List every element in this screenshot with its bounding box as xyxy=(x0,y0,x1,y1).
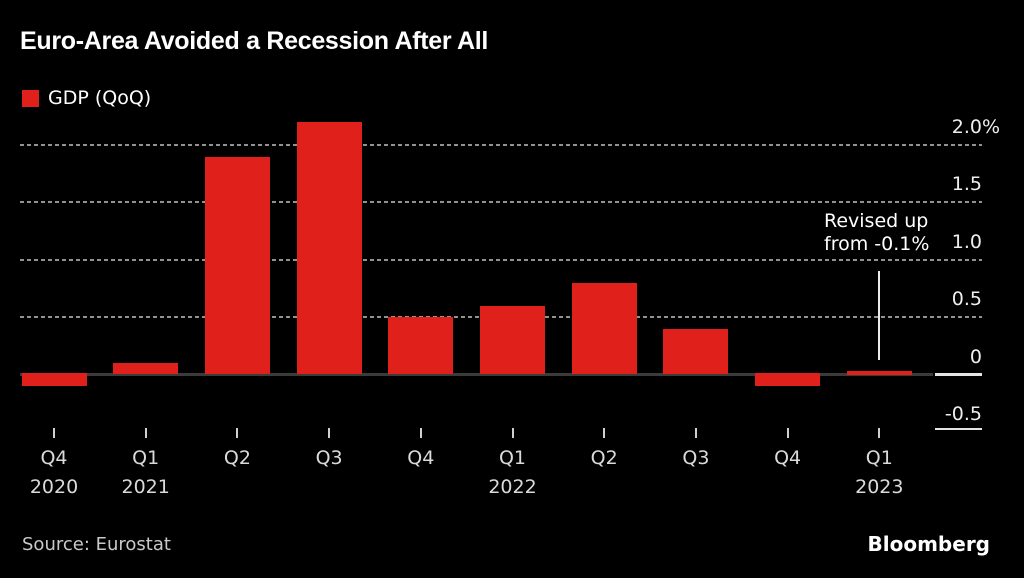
x-axis-tick-4 xyxy=(419,428,422,438)
x-axis-label-year-9: 2023 xyxy=(855,476,904,498)
annotation-line2: from -0.1% xyxy=(824,233,930,255)
x-axis-label-quarter-3: Q3 xyxy=(315,447,343,469)
chart-title: Euro-Area Avoided a Recession After All xyxy=(20,27,489,55)
bloomberg-logo: Bloomberg xyxy=(867,532,990,556)
x-axis-label-quarter-5: Q1 xyxy=(498,447,527,469)
x-axis-label-quarter-4: Q4 xyxy=(407,447,435,469)
x-axis-tick-9 xyxy=(878,428,881,438)
y-axis-unit: % xyxy=(982,116,1001,139)
y-axis-label-1.0: 1.0 xyxy=(951,230,982,253)
bar-q2-2022 xyxy=(571,282,637,375)
legend-swatch-icon xyxy=(22,89,39,107)
gridline-1 xyxy=(20,258,982,261)
x-axis-label-quarter-2: Q2 xyxy=(223,447,251,469)
x-axis-label-quarter-0: Q4 xyxy=(40,447,68,469)
annotation-line1: Revised up xyxy=(824,210,929,232)
y-axis-label-1.5: 1.5 xyxy=(951,173,982,196)
x-axis-label-year-0: 2020 xyxy=(29,476,79,498)
gridline-2 xyxy=(20,144,982,147)
bar-q4-2021 xyxy=(388,317,454,375)
y-axis-label-0.5: 0.5 xyxy=(951,288,982,311)
gridline-1.5 xyxy=(20,201,982,204)
bar-q1-2023 xyxy=(846,371,912,375)
y-axis-label-0: 0 xyxy=(969,345,982,368)
x-axis-tick-8 xyxy=(786,428,789,438)
bar-q4-2020 xyxy=(21,372,87,386)
axis-margin-segment-minus05 xyxy=(935,428,982,430)
axis-margin-segment-zero xyxy=(935,372,982,376)
x-axis-label-year-1: 2021 xyxy=(121,476,170,498)
x-axis-label-year-5: 2022 xyxy=(488,476,537,498)
x-axis-tick-6 xyxy=(603,428,606,438)
x-axis-tick-7 xyxy=(694,428,697,438)
y-axis-label--0.5: -0.5 xyxy=(944,402,982,425)
legend: GDP (QoQ) xyxy=(22,87,151,109)
x-axis-label-quarter-6: Q2 xyxy=(590,447,618,469)
bar-q3-2021 xyxy=(296,122,362,375)
bar-q1-2021 xyxy=(113,363,179,375)
x-axis-label-quarter-7: Q3 xyxy=(682,447,710,469)
annotation-pointer-line xyxy=(878,271,880,360)
bar-q4-2022 xyxy=(755,372,821,386)
x-axis-label-quarter-8: Q4 xyxy=(774,447,802,469)
bar-q2-2021 xyxy=(204,156,270,375)
bar-q1-2022 xyxy=(480,305,545,375)
x-axis-tick-1 xyxy=(144,428,147,438)
annotation-text: Revised up from -0.1% xyxy=(824,210,929,256)
x-axis-label-quarter-1: Q1 xyxy=(132,447,160,469)
y-axis-label-2.0: 2.0% xyxy=(951,116,1001,139)
source-note: Source: Eurostat xyxy=(22,534,171,555)
x-axis-tick-5 xyxy=(511,428,514,438)
x-axis-label-quarter-9: Q1 xyxy=(865,447,893,469)
x-axis-tick-2 xyxy=(236,428,239,438)
x-axis-tick-0 xyxy=(53,428,55,438)
x-axis-tick-3 xyxy=(328,428,331,438)
bar-q3-2022 xyxy=(663,328,729,375)
legend-label: GDP (QoQ) xyxy=(48,87,152,109)
zero-axis-line xyxy=(20,372,933,376)
